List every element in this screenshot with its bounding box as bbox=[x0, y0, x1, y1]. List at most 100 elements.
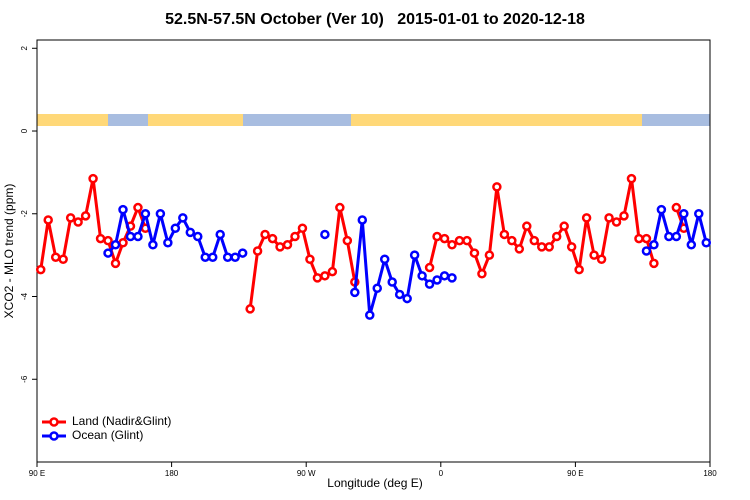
data-point bbox=[103, 248, 113, 258]
data-point bbox=[103, 235, 113, 246]
data-point bbox=[589, 250, 599, 260]
data-point bbox=[207, 252, 218, 262]
data-point bbox=[559, 221, 569, 231]
data-point bbox=[544, 242, 554, 252]
data-point bbox=[477, 269, 487, 279]
data-point bbox=[73, 217, 83, 227]
data-point bbox=[43, 215, 53, 225]
ocean-strip bbox=[243, 114, 351, 126]
y-tick-label: 2 bbox=[20, 46, 29, 51]
data-point bbox=[357, 215, 368, 225]
x-tick-label: 90 E bbox=[567, 469, 583, 478]
data-point bbox=[641, 246, 652, 256]
data-point bbox=[611, 217, 622, 227]
data-point bbox=[133, 202, 143, 213]
data-point bbox=[178, 213, 188, 223]
data-point bbox=[626, 173, 637, 184]
data-point bbox=[80, 211, 91, 221]
data-point bbox=[350, 287, 360, 298]
data-point bbox=[245, 304, 255, 314]
chart-title: 52.5N-57.5N October (Ver 10) 2015-01-01 … bbox=[165, 11, 585, 28]
data-point bbox=[462, 235, 472, 246]
data-point bbox=[65, 213, 76, 223]
data-point bbox=[125, 231, 136, 242]
data-point bbox=[424, 262, 435, 273]
data-point bbox=[604, 213, 614, 223]
legend: Land (Nadir&Glint)Ocean (Glint) bbox=[42, 414, 171, 442]
y-axis-label: XCO2 - MLO trend (ppm) bbox=[2, 184, 16, 319]
data-point bbox=[275, 242, 285, 252]
data-point bbox=[507, 235, 517, 246]
data-point bbox=[649, 240, 659, 250]
data-point bbox=[469, 248, 480, 258]
data-point bbox=[641, 233, 652, 244]
y-tick-label: -4 bbox=[20, 292, 29, 300]
data-point bbox=[320, 229, 330, 240]
data-point bbox=[50, 252, 61, 262]
x-tick-label: 90 E bbox=[29, 469, 45, 478]
data-point bbox=[529, 235, 540, 246]
y-tick-label: 0 bbox=[20, 128, 29, 133]
y-tick-label: -2 bbox=[20, 210, 29, 218]
data-point bbox=[454, 235, 465, 246]
data-point bbox=[118, 237, 128, 248]
data-point bbox=[312, 273, 323, 283]
land-mask-strip bbox=[37, 114, 710, 126]
data-point bbox=[163, 237, 173, 248]
data-point bbox=[566, 242, 577, 252]
data-point bbox=[230, 252, 240, 262]
data-point bbox=[522, 221, 532, 231]
data-point bbox=[110, 240, 121, 250]
data-point bbox=[290, 231, 300, 242]
data-point bbox=[305, 254, 315, 265]
land-strip bbox=[37, 114, 710, 126]
data-point bbox=[664, 231, 674, 242]
data-point bbox=[335, 202, 345, 213]
data-point bbox=[596, 254, 607, 265]
data-point bbox=[581, 213, 592, 223]
data-point bbox=[634, 233, 644, 244]
legend-label: Ocean (Glint) bbox=[72, 428, 143, 442]
data-point bbox=[394, 289, 405, 300]
data-point bbox=[679, 209, 689, 219]
data-point bbox=[671, 231, 682, 242]
data-point bbox=[619, 211, 629, 221]
data-point bbox=[252, 246, 263, 256]
data-point bbox=[95, 233, 106, 244]
data-point bbox=[439, 271, 450, 281]
data-point bbox=[185, 227, 196, 238]
data-point bbox=[439, 233, 450, 244]
data-point bbox=[148, 240, 158, 250]
legend-label: Land (Nadir&Glint) bbox=[72, 414, 171, 428]
data-point bbox=[671, 202, 682, 213]
data-point bbox=[409, 250, 420, 260]
data-point bbox=[118, 204, 128, 215]
data-point bbox=[656, 204, 667, 215]
x-tick-label: 0 bbox=[439, 469, 444, 478]
data-point bbox=[365, 310, 375, 320]
data-point bbox=[282, 240, 293, 250]
data-point bbox=[432, 275, 442, 285]
data-point bbox=[492, 182, 502, 192]
data-point bbox=[514, 244, 525, 254]
data-point bbox=[379, 254, 390, 265]
data-point bbox=[155, 209, 166, 219]
data-point bbox=[424, 279, 435, 289]
data-point bbox=[88, 173, 98, 184]
x-axis-label: Longitude (deg E) bbox=[327, 476, 422, 490]
data-point bbox=[237, 248, 248, 258]
data-point bbox=[140, 209, 151, 219]
x-tick-label: 90 W bbox=[297, 469, 316, 478]
legend-marker bbox=[49, 431, 59, 441]
data-point bbox=[447, 273, 457, 283]
data-point bbox=[320, 271, 330, 281]
x-tick-label: 180 bbox=[703, 469, 717, 478]
data-point bbox=[215, 229, 225, 240]
ocean-strip bbox=[108, 114, 148, 126]
data-point bbox=[694, 209, 704, 219]
data-point bbox=[222, 252, 233, 262]
series-line bbox=[428, 177, 656, 276]
data-point bbox=[417, 271, 427, 281]
data-point bbox=[387, 277, 397, 287]
